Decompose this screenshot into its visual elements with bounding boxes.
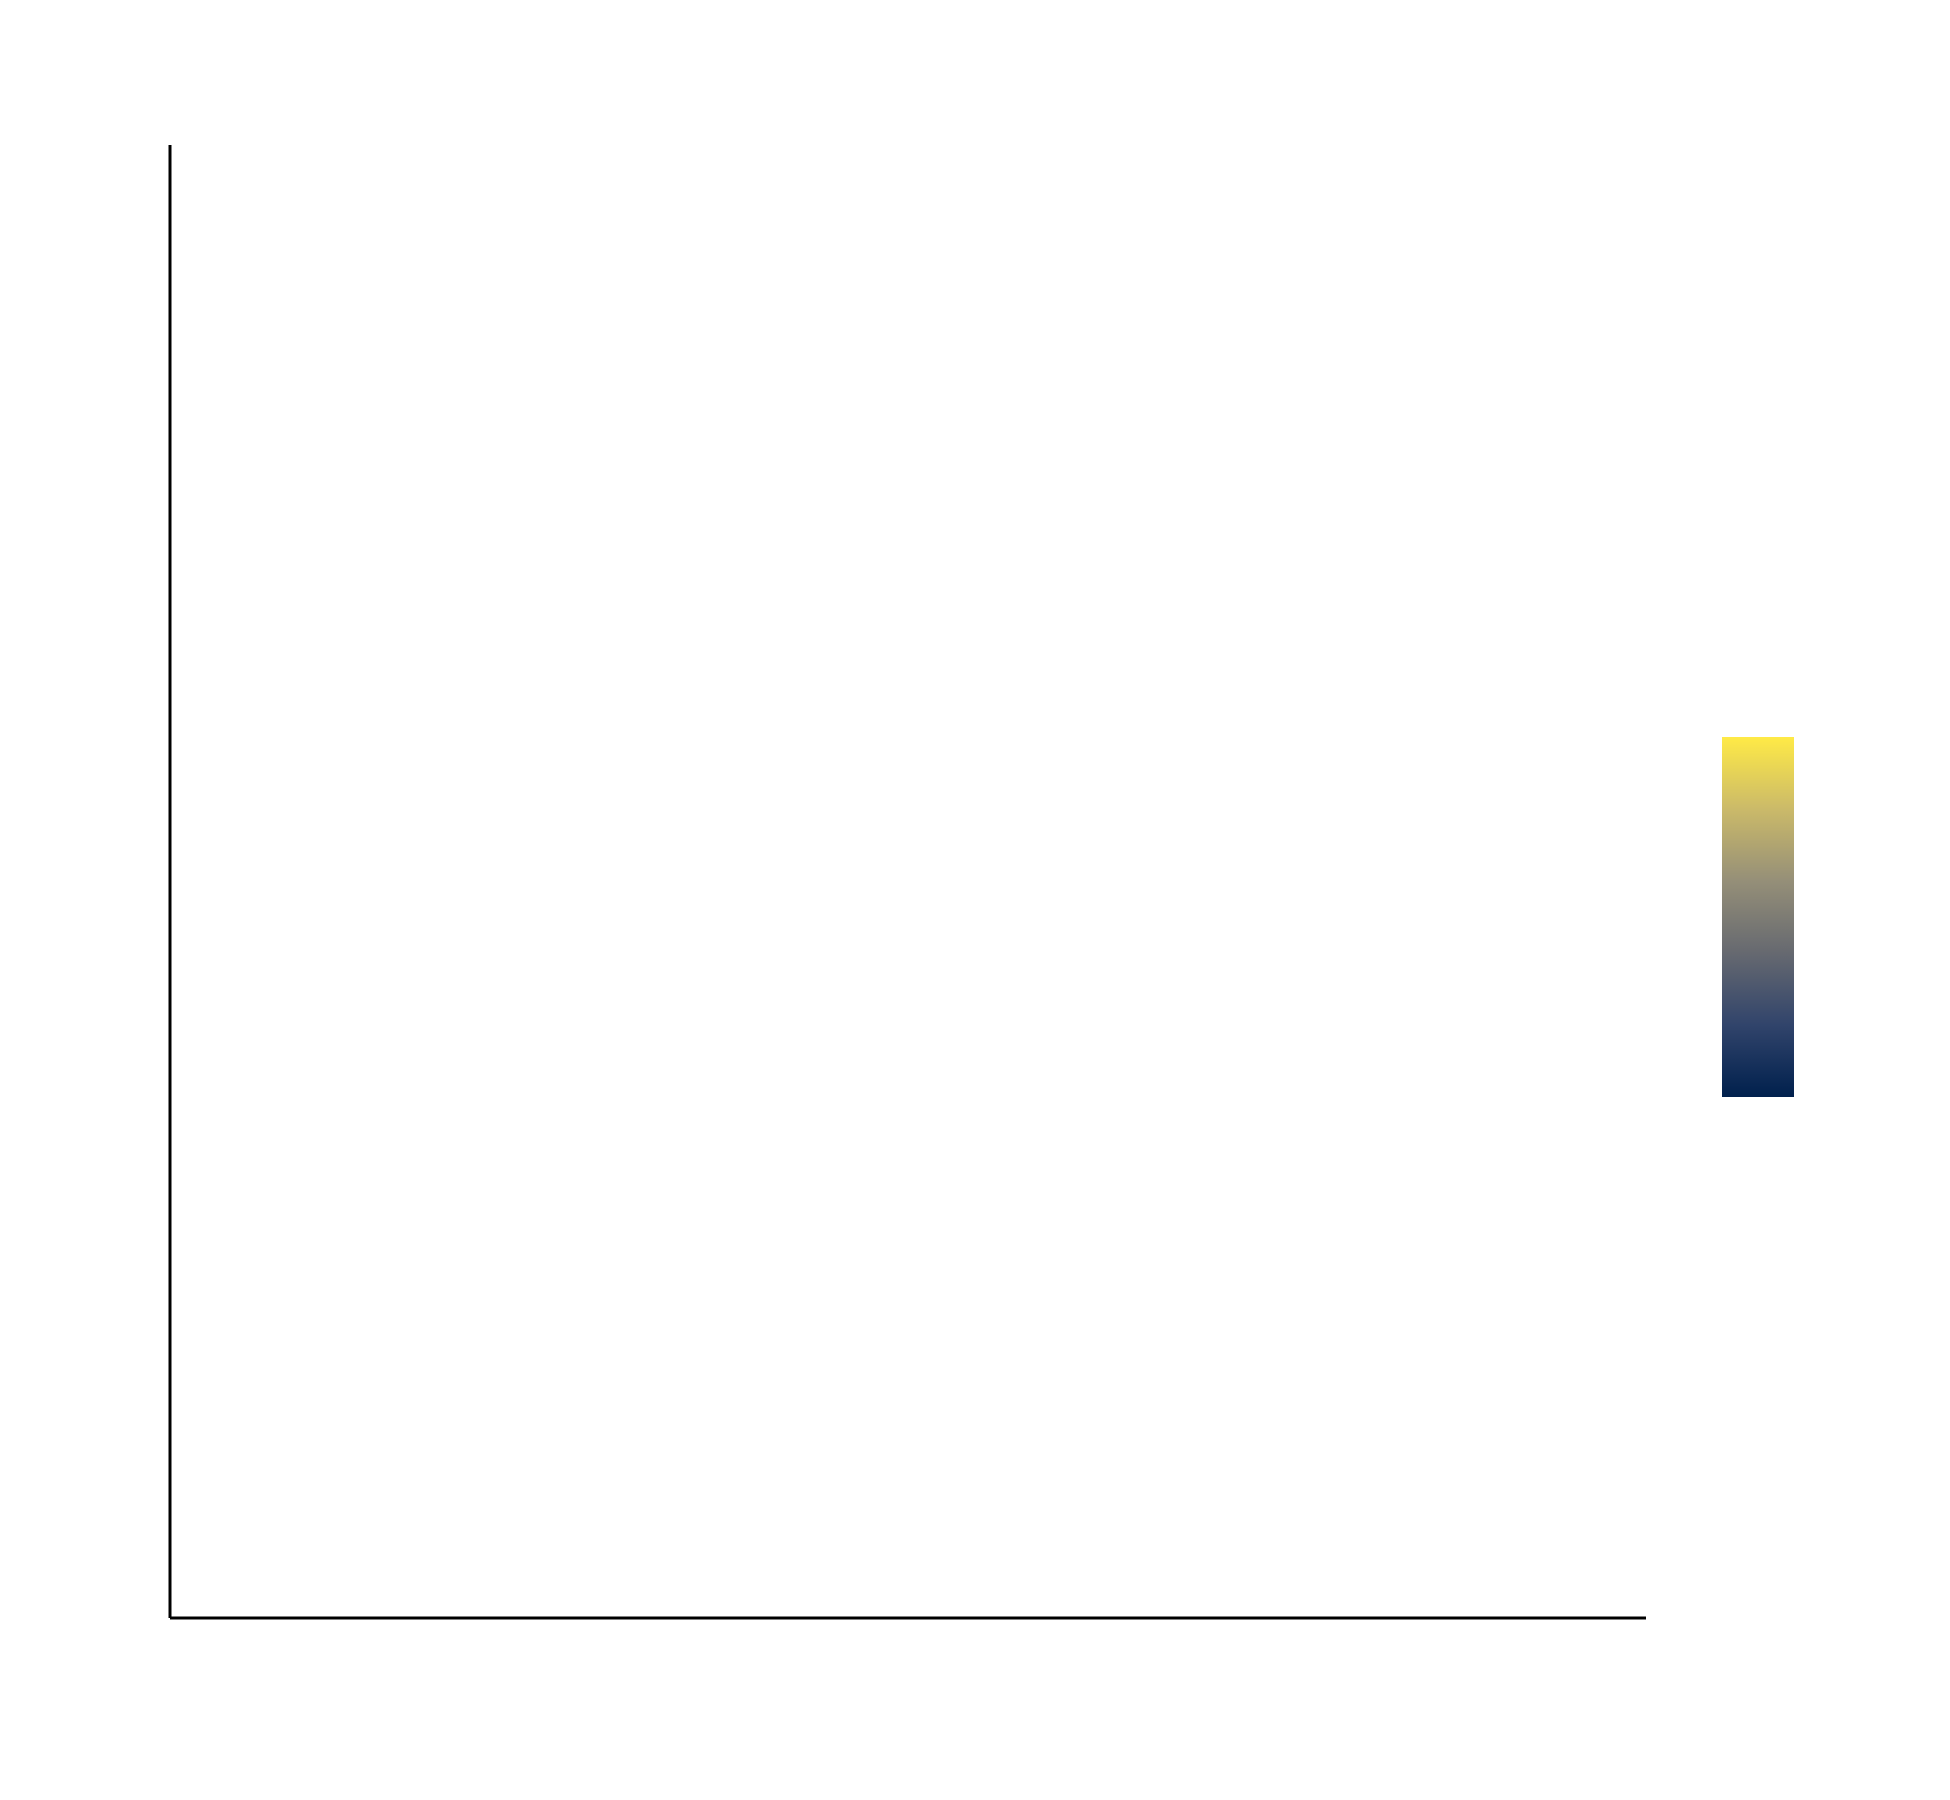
legend-colorbar: [1722, 737, 1794, 1097]
legend: [1722, 737, 1794, 1097]
